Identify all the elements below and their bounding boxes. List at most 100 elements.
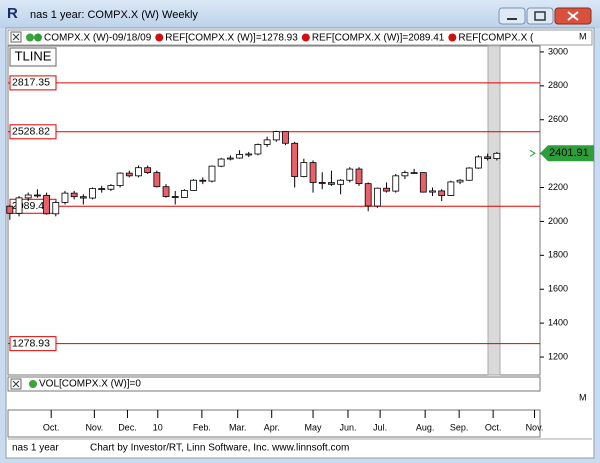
y-tick-label: 3000 bbox=[548, 46, 568, 56]
last-price-tag bbox=[540, 145, 594, 162]
x-tick-label: May bbox=[305, 422, 323, 432]
x-tick-label: 10 bbox=[153, 422, 163, 432]
maximize-button[interactable] bbox=[526, 7, 554, 25]
maximize-glyph bbox=[534, 11, 546, 21]
candle-body bbox=[245, 153, 253, 156]
legend-dot bbox=[26, 33, 34, 42]
y-tick-label: 1200 bbox=[548, 351, 568, 361]
candle-body bbox=[309, 162, 317, 183]
x-tick-label: Aug. bbox=[416, 422, 435, 432]
candle-body bbox=[116, 172, 124, 186]
candle-body bbox=[484, 156, 492, 159]
x-tick-label: Oct. bbox=[485, 422, 502, 432]
reference-label: 2528.82 bbox=[12, 126, 50, 138]
volume-close-glyph bbox=[12, 380, 20, 388]
candle-body bbox=[135, 167, 142, 177]
pane-marker: M bbox=[579, 31, 587, 41]
x-tick-label: Nov. bbox=[85, 422, 103, 432]
candle-body bbox=[328, 182, 335, 185]
cursor-band bbox=[487, 45, 501, 376]
candle-body bbox=[226, 157, 234, 160]
date-axis bbox=[7, 409, 541, 438]
candle-body bbox=[337, 179, 345, 185]
candle-body bbox=[52, 202, 60, 215]
y-tick-label: 2200 bbox=[548, 182, 568, 192]
candle-body bbox=[364, 183, 372, 207]
price-pane bbox=[7, 45, 541, 376]
last-price-pointer bbox=[529, 149, 536, 157]
candle-body bbox=[291, 142, 299, 177]
y-tick-label: 2000 bbox=[548, 216, 568, 226]
legend-strip bbox=[7, 29, 593, 46]
candle-body bbox=[162, 186, 170, 197]
footer-left: nas 1 year bbox=[12, 443, 59, 454]
legend-dot bbox=[301, 33, 310, 42]
panel-label: TLINE bbox=[15, 48, 52, 63]
candle-body bbox=[410, 172, 418, 175]
volume-label: VOL[COMPX.X (W)]=0 bbox=[39, 379, 141, 390]
candle-body bbox=[79, 196, 87, 199]
candle-body bbox=[217, 158, 225, 167]
y-tick-label: 2800 bbox=[548, 80, 568, 90]
x-tick-label: Sep. bbox=[450, 422, 469, 432]
x-tick-label: Nov. bbox=[526, 422, 544, 432]
last-price-label: 2401.91 bbox=[549, 147, 589, 159]
panel-label-box bbox=[9, 47, 57, 67]
candle-body bbox=[438, 190, 446, 196]
volume-pane bbox=[7, 376, 541, 392]
candle-body bbox=[15, 197, 23, 214]
x-tick-label: Feb. bbox=[193, 422, 211, 432]
candle-body bbox=[190, 179, 198, 191]
reference-label-box bbox=[9, 124, 57, 140]
x-tick-label: Mar. bbox=[229, 422, 247, 432]
candle-body bbox=[61, 192, 69, 203]
candle-body bbox=[43, 194, 50, 215]
app-icon: R bbox=[7, 5, 18, 22]
candle-body bbox=[199, 179, 207, 182]
window-title: nas 1 year: COMPX.X (W) Weekly bbox=[30, 9, 198, 21]
candle-body bbox=[429, 190, 436, 193]
candle-body bbox=[383, 187, 390, 192]
candle-body bbox=[6, 205, 14, 214]
candle-body bbox=[153, 172, 161, 188]
candle-body bbox=[144, 167, 152, 174]
candle-body bbox=[70, 192, 78, 198]
candle-body bbox=[125, 172, 133, 177]
candle-body bbox=[34, 194, 41, 197]
candle-body bbox=[171, 196, 179, 198]
x-tick-label: Jul. bbox=[373, 422, 387, 432]
candle-body bbox=[465, 167, 473, 181]
candle-body bbox=[272, 131, 280, 141]
candle-body bbox=[346, 168, 354, 181]
close-glyph bbox=[567, 11, 579, 21]
candle-body bbox=[373, 187, 381, 207]
candle-body bbox=[236, 154, 243, 159]
y-tick-label: 1800 bbox=[548, 250, 568, 260]
reference-label: 1278.93 bbox=[12, 337, 50, 349]
candle-body bbox=[300, 162, 308, 177]
reference-label: 2817.35 bbox=[12, 77, 50, 89]
candle-body bbox=[493, 152, 501, 159]
candle-body bbox=[107, 185, 115, 190]
legend-item: REF[COMPX.X (W)]=1278.93 bbox=[165, 33, 298, 44]
legend-dot bbox=[155, 33, 164, 42]
candle-body bbox=[419, 172, 427, 193]
reference-label-box bbox=[9, 336, 57, 352]
reference-label-box bbox=[9, 75, 57, 91]
minimize-button[interactable] bbox=[498, 7, 526, 25]
candle-body bbox=[447, 181, 455, 196]
window-buttons bbox=[498, 7, 592, 25]
y-tick-label: 1400 bbox=[548, 318, 568, 328]
candle-body bbox=[475, 156, 482, 169]
x-tick-label: Oct. bbox=[43, 422, 60, 432]
candle-body bbox=[98, 188, 106, 190]
candle-body bbox=[24, 194, 32, 199]
candle-body bbox=[456, 179, 464, 183]
candle-body bbox=[282, 131, 289, 144]
legend-close-glyph bbox=[12, 33, 20, 41]
legend-item: COMPX.X (W)-09/18/09 bbox=[44, 33, 152, 44]
legend-dot bbox=[448, 33, 457, 42]
candle-body bbox=[181, 190, 188, 198]
x-tick-label: Dec. bbox=[118, 422, 137, 432]
candle-body bbox=[208, 165, 216, 182]
